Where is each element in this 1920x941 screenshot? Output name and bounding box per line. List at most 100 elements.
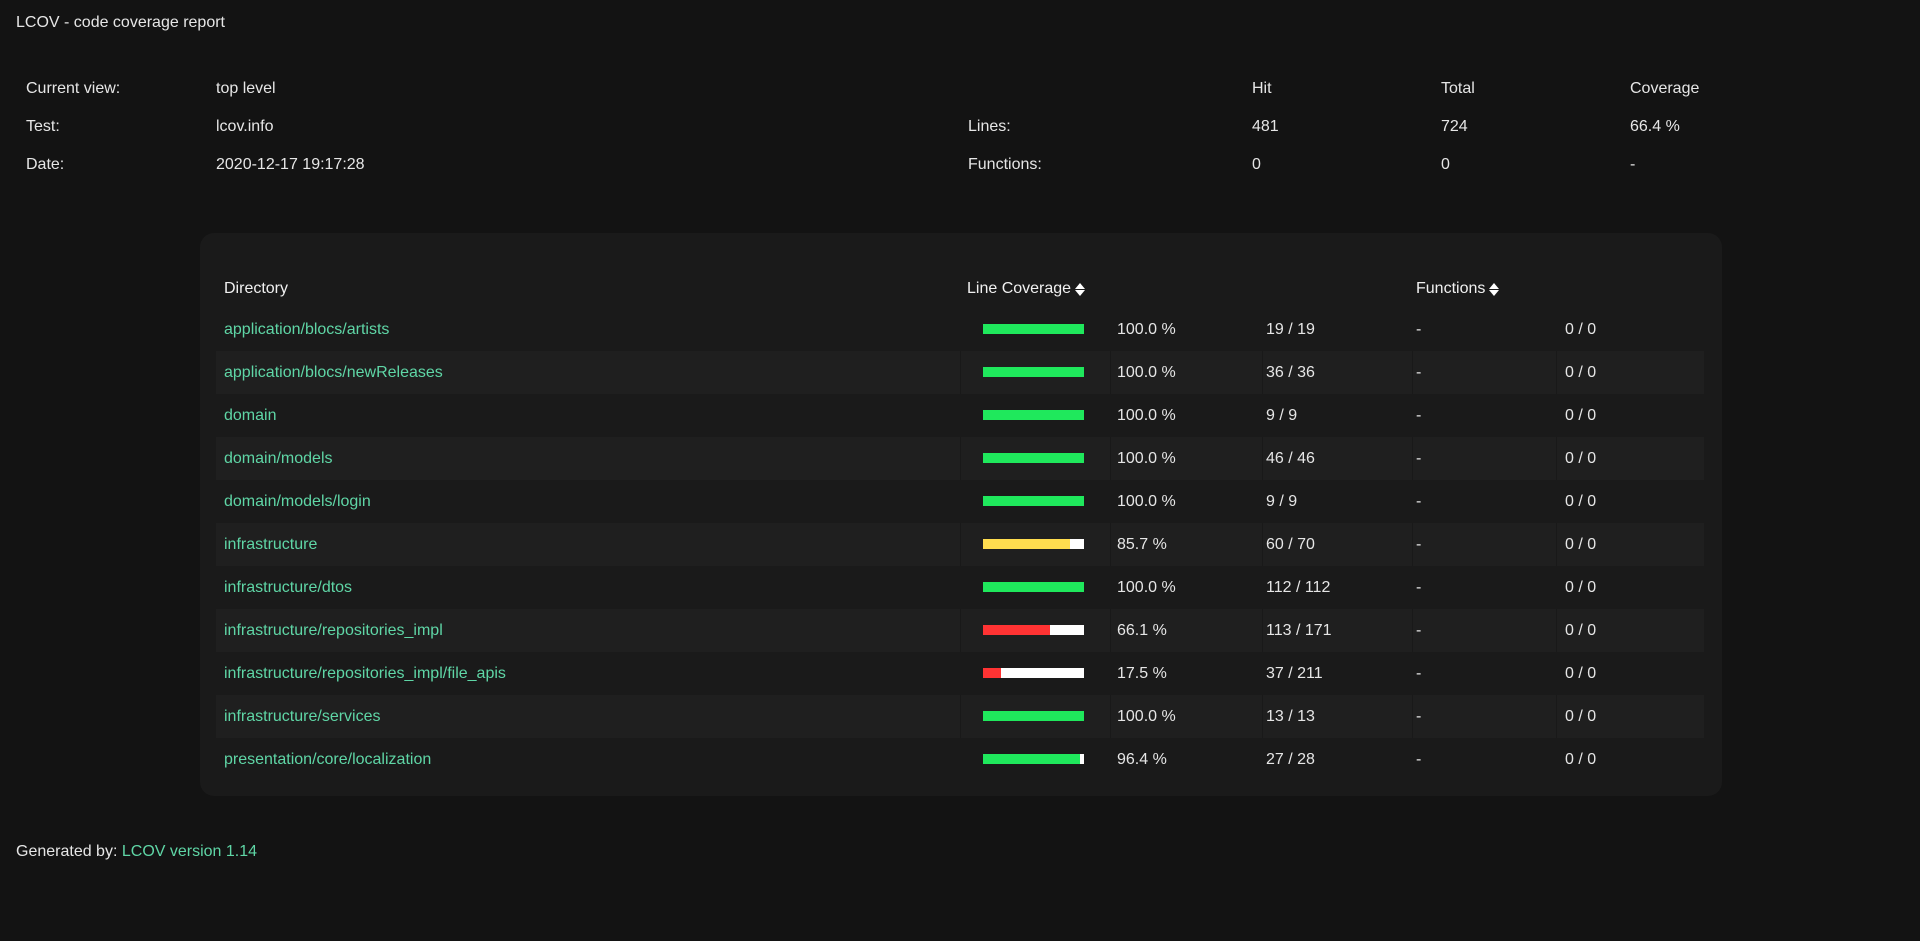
line-hit-total: 37 / 211 <box>1266 665 1323 682</box>
coverage-bar-fill <box>983 410 1084 420</box>
date-label: Date: <box>26 156 65 173</box>
sort-icon[interactable] <box>1075 282 1086 296</box>
column-divider <box>1262 351 1263 394</box>
coverage-bar-fill <box>983 539 1070 549</box>
page-title: LCOV - code coverage report <box>16 14 225 31</box>
coverage-bar-fill <box>983 754 1081 764</box>
functions-sort-header[interactable]: Functions <box>1416 280 1500 298</box>
directory-link[interactable]: presentation/core/localization <box>224 751 432 768</box>
directory-link[interactable]: domain <box>224 407 277 424</box>
function-coverage-percent: - <box>1416 450 1422 467</box>
function-coverage-percent: - <box>1416 665 1422 682</box>
line-coverage-percent: 100.0 % <box>1117 321 1176 338</box>
column-divider <box>1556 523 1557 566</box>
line-coverage-percent: 100.0 % <box>1117 364 1176 381</box>
column-divider <box>1262 609 1263 652</box>
function-coverage-percent: - <box>1416 493 1422 510</box>
line-coverage-sort-header[interactable]: Line Coverage <box>967 280 1086 298</box>
table-row: infrastructure/services 100.0 % 13 / 13 - 0 … <box>216 695 1704 738</box>
functions-label: Functions: <box>968 156 1042 173</box>
sort-icon[interactable] <box>1489 282 1500 296</box>
column-divider <box>960 437 961 480</box>
lines-coverage: 66.4 % <box>1630 118 1680 135</box>
column-divider <box>1556 437 1557 480</box>
footer: Generated by: LCOV version 1.14 <box>16 843 257 861</box>
line-hit-total: 13 / 13 <box>1266 708 1315 725</box>
test-value: lcov.info <box>216 118 274 135</box>
table-row: application/blocs/artists 100.0 % 19 / 19 -… <box>216 308 1704 351</box>
table-row: application/blocs/newReleases 100.0 % 36 /… <box>216 351 1704 394</box>
line-hit-total: 19 / 19 <box>1266 321 1315 338</box>
function-hit-total: 0 / 0 <box>1565 536 1597 553</box>
lines-total: 724 <box>1441 118 1468 135</box>
column-divider <box>1556 351 1557 394</box>
directory-link[interactable]: domain/models <box>224 450 333 467</box>
lcov-version-link[interactable]: LCOV version 1.14 <box>121 843 258 860</box>
function-hit-total: 0 / 0 <box>1565 665 1597 682</box>
directory-link[interactable]: application/blocs/artists <box>224 321 390 338</box>
column-divider <box>1262 437 1263 480</box>
column-divider <box>1412 609 1413 652</box>
line-coverage-header-label: Line Coverage <box>967 280 1072 297</box>
coverage-bar-fill <box>983 711 1084 721</box>
column-divider <box>960 695 961 738</box>
coverage-bar-fill <box>983 367 1084 377</box>
date-value: 2020-12-17 19:17:28 <box>216 156 365 173</box>
column-divider <box>1110 351 1111 394</box>
function-hit-total: 0 / 0 <box>1565 708 1597 725</box>
directory-link[interactable]: infrastructure/repositories_impl <box>224 622 443 639</box>
column-divider <box>960 609 961 652</box>
column-divider <box>1110 437 1111 480</box>
table-row: infrastructure/repositories_impl 66.1 % 11… <box>216 609 1704 652</box>
coverage-bar-fill <box>983 582 1084 592</box>
line-coverage-percent: 100.0 % <box>1117 450 1176 467</box>
column-divider <box>1412 523 1413 566</box>
line-hit-total: 36 / 36 <box>1266 364 1315 381</box>
directory-link[interactable]: infrastructure/dtos <box>224 579 353 596</box>
lines-hit: 481 <box>1252 118 1279 135</box>
line-coverage-percent: 100.0 % <box>1117 493 1176 510</box>
function-coverage-percent: - <box>1416 751 1422 768</box>
function-hit-total: 0 / 0 <box>1565 751 1597 768</box>
coverage-bar <box>983 625 1084 635</box>
function-coverage-percent: - <box>1416 708 1422 725</box>
line-coverage-percent: 96.4 % <box>1117 751 1167 768</box>
function-hit-total: 0 / 0 <box>1565 321 1597 338</box>
function-coverage-percent: - <box>1416 364 1422 381</box>
coverage-bar-fill <box>983 324 1084 334</box>
function-hit-total: 0 / 0 <box>1565 579 1597 596</box>
column-divider <box>960 351 961 394</box>
function-coverage-percent: - <box>1416 536 1422 553</box>
coverage-bar <box>983 496 1084 506</box>
line-hit-total: 112 / 112 <box>1266 579 1331 596</box>
directory-link[interactable]: infrastructure/services <box>224 708 381 725</box>
directory-link[interactable]: infrastructure <box>224 536 318 553</box>
column-divider <box>1556 609 1557 652</box>
functions-hit: 0 <box>1252 156 1261 173</box>
table-row: presentation/core/localization 96.4 % 27 /… <box>216 738 1704 781</box>
coverage-bar <box>983 711 1084 721</box>
column-divider <box>1110 609 1111 652</box>
functions-header-label: Functions <box>1416 280 1486 297</box>
coverage-bar <box>983 453 1084 463</box>
functions-coverage: - <box>1630 156 1636 173</box>
directory-link[interactable]: domain/models/login <box>224 493 371 510</box>
coverage-bar <box>983 539 1084 549</box>
function-hit-total: 0 / 0 <box>1565 407 1597 424</box>
directory-header: Directory <box>224 280 288 298</box>
function-coverage-percent: - <box>1416 622 1422 639</box>
coverage-bar <box>983 582 1084 592</box>
column-divider <box>1556 695 1557 738</box>
line-hit-total: 27 / 28 <box>1266 751 1315 768</box>
directory-link[interactable]: application/blocs/newReleases <box>224 364 443 381</box>
table-row: domain 100.0 % 9 / 9 - 0 / 0 <box>216 394 1704 437</box>
coverage-bar <box>983 668 1084 678</box>
table-row: infrastructure/repositories_impl/file_ap… <box>216 652 1704 695</box>
line-coverage-percent: 100.0 % <box>1117 407 1176 424</box>
coverage-bar-fill <box>983 453 1084 463</box>
function-hit-total: 0 / 0 <box>1565 493 1597 510</box>
column-divider <box>1262 695 1263 738</box>
column-divider <box>960 523 961 566</box>
functions-total: 0 <box>1441 156 1450 173</box>
directory-link[interactable]: infrastructure/repositories_impl/file_ap… <box>224 665 506 682</box>
